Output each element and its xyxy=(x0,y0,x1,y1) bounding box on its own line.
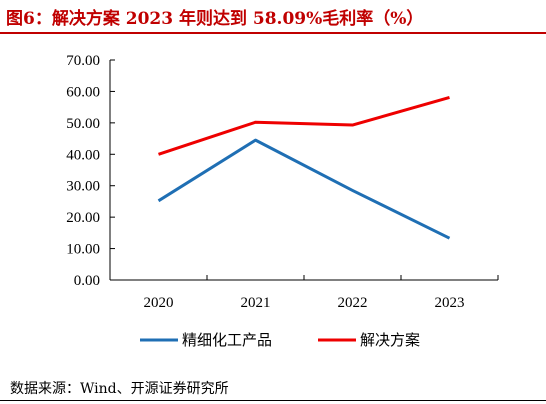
legend-fine-chemicals-label: 精细化工产品 xyxy=(182,331,272,349)
title-divider xyxy=(0,32,546,34)
series-line-solutions xyxy=(158,95,450,156)
y-tick-label: 50.00 xyxy=(66,116,100,132)
y-tick-label: 10.00 xyxy=(66,242,100,258)
y-tick-label: 40.00 xyxy=(66,147,100,163)
y-tick-label: 20.00 xyxy=(66,210,100,226)
y-tick-label: 0.00 xyxy=(74,273,100,289)
legend-solutions-label: 解决方案 xyxy=(360,331,420,349)
y-tick-label: 30.00 xyxy=(66,179,100,195)
x-tick-label: 2023 xyxy=(435,295,465,311)
margin-chart: 0.00 10.00 20.00 30.00 40.00 50.00 60.00 70.00 2… xyxy=(66,53,499,349)
chart-title: 图6：解决方案 2023 年则达到 58.09%毛利率（%） xyxy=(6,9,424,29)
data-source: 数据来源：Wind、开源证券研究所 xyxy=(10,381,229,397)
x-tick-label: 2020 xyxy=(144,295,174,311)
y-tick-label: 70.00 xyxy=(66,53,100,69)
x-tick-label: 2022 xyxy=(338,295,368,311)
x-tick-label: 2021 xyxy=(241,295,271,311)
series-line-fine-chemicals xyxy=(157,138,451,240)
bottom-divider xyxy=(0,400,546,401)
y-tick-label: 60.00 xyxy=(66,84,100,100)
